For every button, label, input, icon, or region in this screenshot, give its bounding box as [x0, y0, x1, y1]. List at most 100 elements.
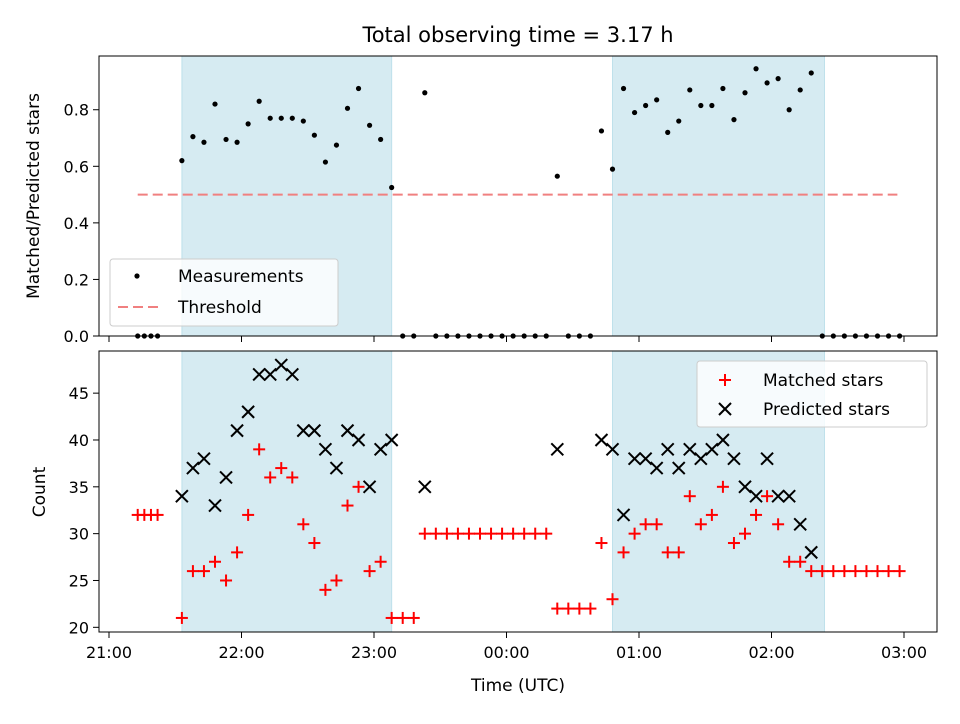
matched-star-point [151, 508, 164, 521]
bottom-y-tick-label: 35 [69, 478, 89, 497]
predicted-star-point [550, 442, 564, 457]
bottom-x-ticks: 21:00 22:00 23:00 00:00 01:00 02:00 03:00 [86, 632, 927, 662]
x-tick-label: 23:00 [351, 643, 397, 662]
measurement-point [687, 87, 693, 93]
predicted-star-point [804, 545, 818, 560]
bottom-y-tick-label: 20 [69, 618, 89, 637]
bottom-y-tick-label: 45 [69, 384, 89, 403]
matched-star-point [231, 546, 244, 559]
matched-star-point [716, 480, 729, 493]
matched-star-point [672, 546, 685, 559]
measurement-point [212, 101, 218, 107]
x-tick-label: 01:00 [616, 643, 662, 662]
measurement-point [355, 85, 362, 92]
matched-star-point [264, 471, 277, 484]
bottom-y-axis-label: Count [30, 466, 50, 517]
predicted-star-point [760, 452, 774, 466]
top-y-tick-label: 0.6 [64, 157, 89, 176]
matched-star-point [518, 527, 531, 540]
matched-star-point [584, 602, 597, 615]
measurement-point [344, 105, 351, 111]
matched-star-point [186, 565, 199, 578]
measurement-point [775, 76, 781, 82]
predicted-star-point [418, 480, 432, 494]
matched-star-point [407, 611, 420, 624]
legend-measurements-marker [134, 273, 140, 279]
measurement-point [333, 142, 340, 148]
measurement-point [389, 184, 395, 191]
matched-star-point [827, 565, 840, 578]
legend-matched-label: Matched stars [763, 371, 883, 391]
x-tick-label: 02:00 [748, 643, 794, 662]
predicted-star-point [638, 452, 653, 466]
top-panel: 0.00.20.40.60.8 Matched/Predicted stars … [24, 55, 938, 346]
matched-star-point [739, 527, 751, 540]
measurement-point [223, 136, 229, 143]
predicted-star-point [307, 423, 322, 438]
matched-star-point [496, 527, 509, 540]
matched-star-point [330, 574, 343, 587]
measurement-point [654, 97, 660, 103]
predicted-star-point [683, 442, 697, 457]
x-tick-label: 03:00 [881, 643, 927, 662]
matched-star-point [485, 527, 498, 540]
x-tick-label: 22:00 [218, 643, 264, 662]
matched-star-point [529, 527, 542, 540]
predicted-star-point [351, 433, 366, 447]
predicted-star-point [627, 452, 642, 466]
measurement-point [786, 107, 792, 113]
measurement-point [631, 109, 638, 116]
top-window-1 [612, 55, 825, 337]
predicted-star-point [384, 433, 399, 447]
bottom-y-tick-label: 25 [69, 571, 89, 590]
measurement-point [808, 70, 814, 76]
measurement-point [278, 115, 284, 121]
measurement-point [256, 98, 262, 104]
measurement-point [289, 115, 295, 121]
predicted-star-point [252, 367, 266, 382]
matched-star-point [562, 602, 575, 615]
matched-star-point [628, 527, 641, 540]
matched-star-point [440, 527, 453, 540]
matched-star-point [507, 527, 520, 540]
predicted-star-point [705, 442, 719, 457]
predicted-star-point [329, 461, 344, 475]
matched-star-point [794, 555, 807, 568]
x-axis-label: Time (UTC) [470, 676, 565, 696]
matched-star-point [474, 527, 486, 540]
matched-star-point [871, 565, 884, 578]
measurement-point [300, 118, 306, 124]
legend-predicted-marker [718, 402, 732, 416]
chart-title: Total observing time = 3.17 h [361, 23, 673, 47]
top-y-tick-label: 0.2 [64, 270, 89, 289]
matched-star-point [661, 546, 674, 559]
predicted-star-point [749, 489, 763, 503]
measurement-point [620, 85, 627, 92]
predicted-star-point [186, 461, 200, 475]
bottom-legend: Matched stars Predicted stars [696, 360, 928, 428]
predicted-star-point [219, 470, 233, 485]
top-legend: Measurements Threshold [109, 258, 339, 327]
matched-star-point [418, 527, 431, 540]
matched-star-point [573, 602, 586, 615]
top-y-ticks: 0.0 0.2 0.4 0.6 0.8 [64, 101, 99, 346]
measurement-point [311, 132, 317, 138]
matched-star-point [772, 518, 785, 531]
top-legend-box [109, 258, 339, 327]
bottom-legend-box [696, 360, 928, 428]
measurement-point [366, 122, 373, 128]
predicted-star-point [727, 452, 741, 466]
matched-star-point [341, 499, 354, 512]
predicted-star-point [175, 489, 189, 503]
matched-star-point [308, 537, 321, 550]
predicted-star-point [241, 405, 255, 419]
top-y-axis-label: Matched/Predicted stars [24, 93, 44, 299]
measurement-point [267, 115, 273, 121]
predicted-star-point [208, 498, 222, 513]
matched-star-points [131, 443, 906, 624]
measurement-point [742, 90, 748, 96]
predicted-star-point [738, 480, 752, 494]
predicted-star-point [771, 489, 785, 503]
predicted-star-point [793, 517, 807, 531]
